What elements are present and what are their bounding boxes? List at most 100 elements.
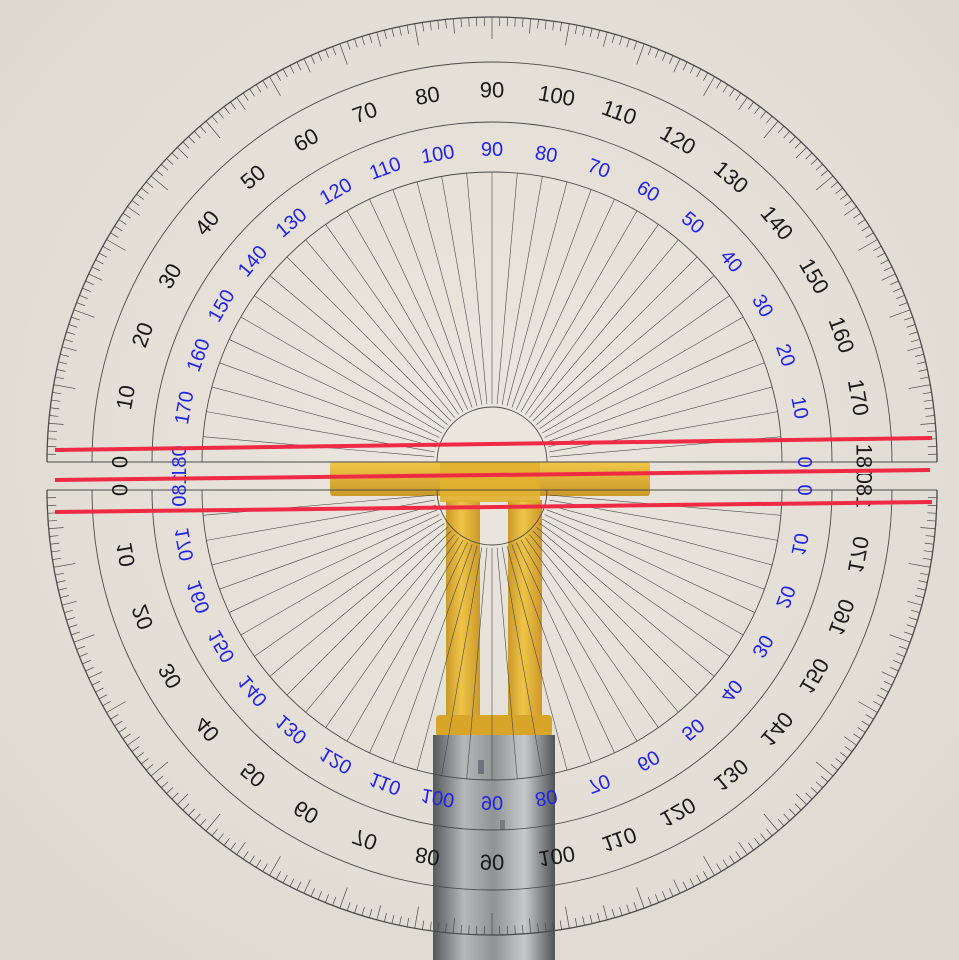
protractor-tick [52, 557, 62, 560]
protractor-tick [544, 922, 547, 932]
protractor-tick [914, 595, 924, 598]
protractor-radial-line [416, 545, 478, 771]
outer-scale-label: 80 [413, 842, 441, 871]
protractor-radial-line [219, 509, 438, 590]
protractor-tick [858, 701, 878, 713]
protractor-tick [399, 916, 402, 926]
protractor-tick [58, 587, 68, 591]
protractor-tick [636, 887, 645, 909]
protractor-radial-line [229, 339, 440, 438]
protractor-tick [689, 65, 695, 74]
protractor-tick [881, 273, 896, 281]
protractor-tick [52, 392, 62, 395]
inner-scale-label: 10 [786, 531, 812, 557]
protractor-tick [924, 407, 934, 410]
protractor-tick [150, 761, 169, 777]
protractor-tick [716, 863, 722, 872]
protractor-tick [655, 894, 660, 903]
protractor-tick [354, 904, 358, 914]
protractor-tick [346, 41, 351, 50]
inner-scale-label: 80 [533, 142, 559, 168]
protractor-radial-line [529, 534, 679, 713]
protractor-radial-line [542, 518, 744, 636]
protractor-tick [522, 18, 524, 28]
protractor-tick [861, 720, 870, 727]
protractor-hub [436, 406, 548, 463]
protractor-tick [794, 141, 802, 149]
outer-scale-label: 90 [480, 850, 504, 875]
protractor-radial-line [520, 540, 638, 742]
protractor-radial-line [269, 527, 448, 677]
protractor-tick [763, 813, 779, 832]
protractor-tick [873, 701, 882, 707]
protractor-tick [844, 745, 853, 752]
protractor-tick [906, 624, 916, 628]
protractor-tick [602, 905, 608, 920]
protractor-tick [703, 76, 715, 96]
protractor-tick [82, 287, 91, 292]
protractor-tick [275, 72, 281, 81]
protractor-tick [205, 813, 221, 832]
protractor-tick [95, 687, 104, 693]
protractor-radial-line [466, 173, 488, 405]
protractor-tick [95, 259, 104, 265]
protractor-tick [445, 19, 447, 29]
protractor-tick [118, 219, 127, 225]
protractor-tick [188, 136, 195, 144]
protractor-tick [131, 745, 140, 752]
protractor-tick [844, 200, 853, 207]
protractor-tick [722, 84, 729, 93]
protractor-tick [920, 422, 936, 425]
protractor-tick [890, 667, 899, 672]
inner-scale-label: 180 [169, 473, 191, 506]
protractor-tick [537, 923, 539, 933]
protractor-tick [898, 302, 908, 307]
protractor-tick [914, 354, 924, 357]
inner-scale-label: 0 [793, 456, 815, 467]
outer-scale-label: 80 [413, 81, 441, 110]
protractor-radial-line [392, 544, 473, 763]
outer-scale-label: 10 [111, 540, 140, 568]
protractor-tick [810, 787, 818, 794]
protractor-tick [369, 34, 373, 43]
protractor-tick [127, 736, 140, 746]
protractor-radial-line [511, 189, 592, 408]
protractor-tick [230, 842, 237, 851]
protractor-tick [262, 80, 268, 89]
protractor-tick [122, 733, 131, 740]
protractor-tick [79, 653, 88, 658]
protractor-tick [766, 115, 773, 124]
protractor-tick [754, 837, 761, 846]
protractor-tick [589, 28, 593, 38]
protractor-tick [920, 527, 936, 530]
protractor-radial-line [525, 537, 659, 728]
protractor-tick [839, 752, 848, 759]
protractor-tick [926, 520, 936, 522]
protractor-tick [795, 147, 807, 159]
protractor-tick [73, 309, 95, 318]
protractor-radial-line [547, 386, 773, 448]
protractor-tick [223, 837, 230, 846]
protractor-tick [76, 645, 86, 650]
protractor-tick [199, 125, 207, 134]
protractor-tick [766, 828, 773, 837]
protractor-radial-line [211, 386, 437, 448]
protractor-radial-line [539, 295, 730, 429]
protractor-tick [62, 600, 77, 606]
protractor-tick [460, 924, 462, 934]
protractor-tick [853, 212, 862, 219]
protractor-tick [830, 181, 839, 188]
protractor-hub [436, 489, 548, 546]
protractor-tick [346, 902, 351, 911]
protractor-radial-line [441, 176, 483, 405]
protractor-tick [177, 793, 189, 805]
protractor-tick [805, 152, 813, 160]
protractor-radial-line [506, 181, 568, 407]
protractor-tick [384, 912, 387, 922]
protractor-tick [193, 813, 201, 821]
protractor-tick [91, 266, 101, 272]
protractor-tick [217, 833, 224, 841]
protractor-tick [619, 906, 623, 916]
protractor-tick [242, 92, 249, 101]
protractor-tick [565, 906, 570, 929]
